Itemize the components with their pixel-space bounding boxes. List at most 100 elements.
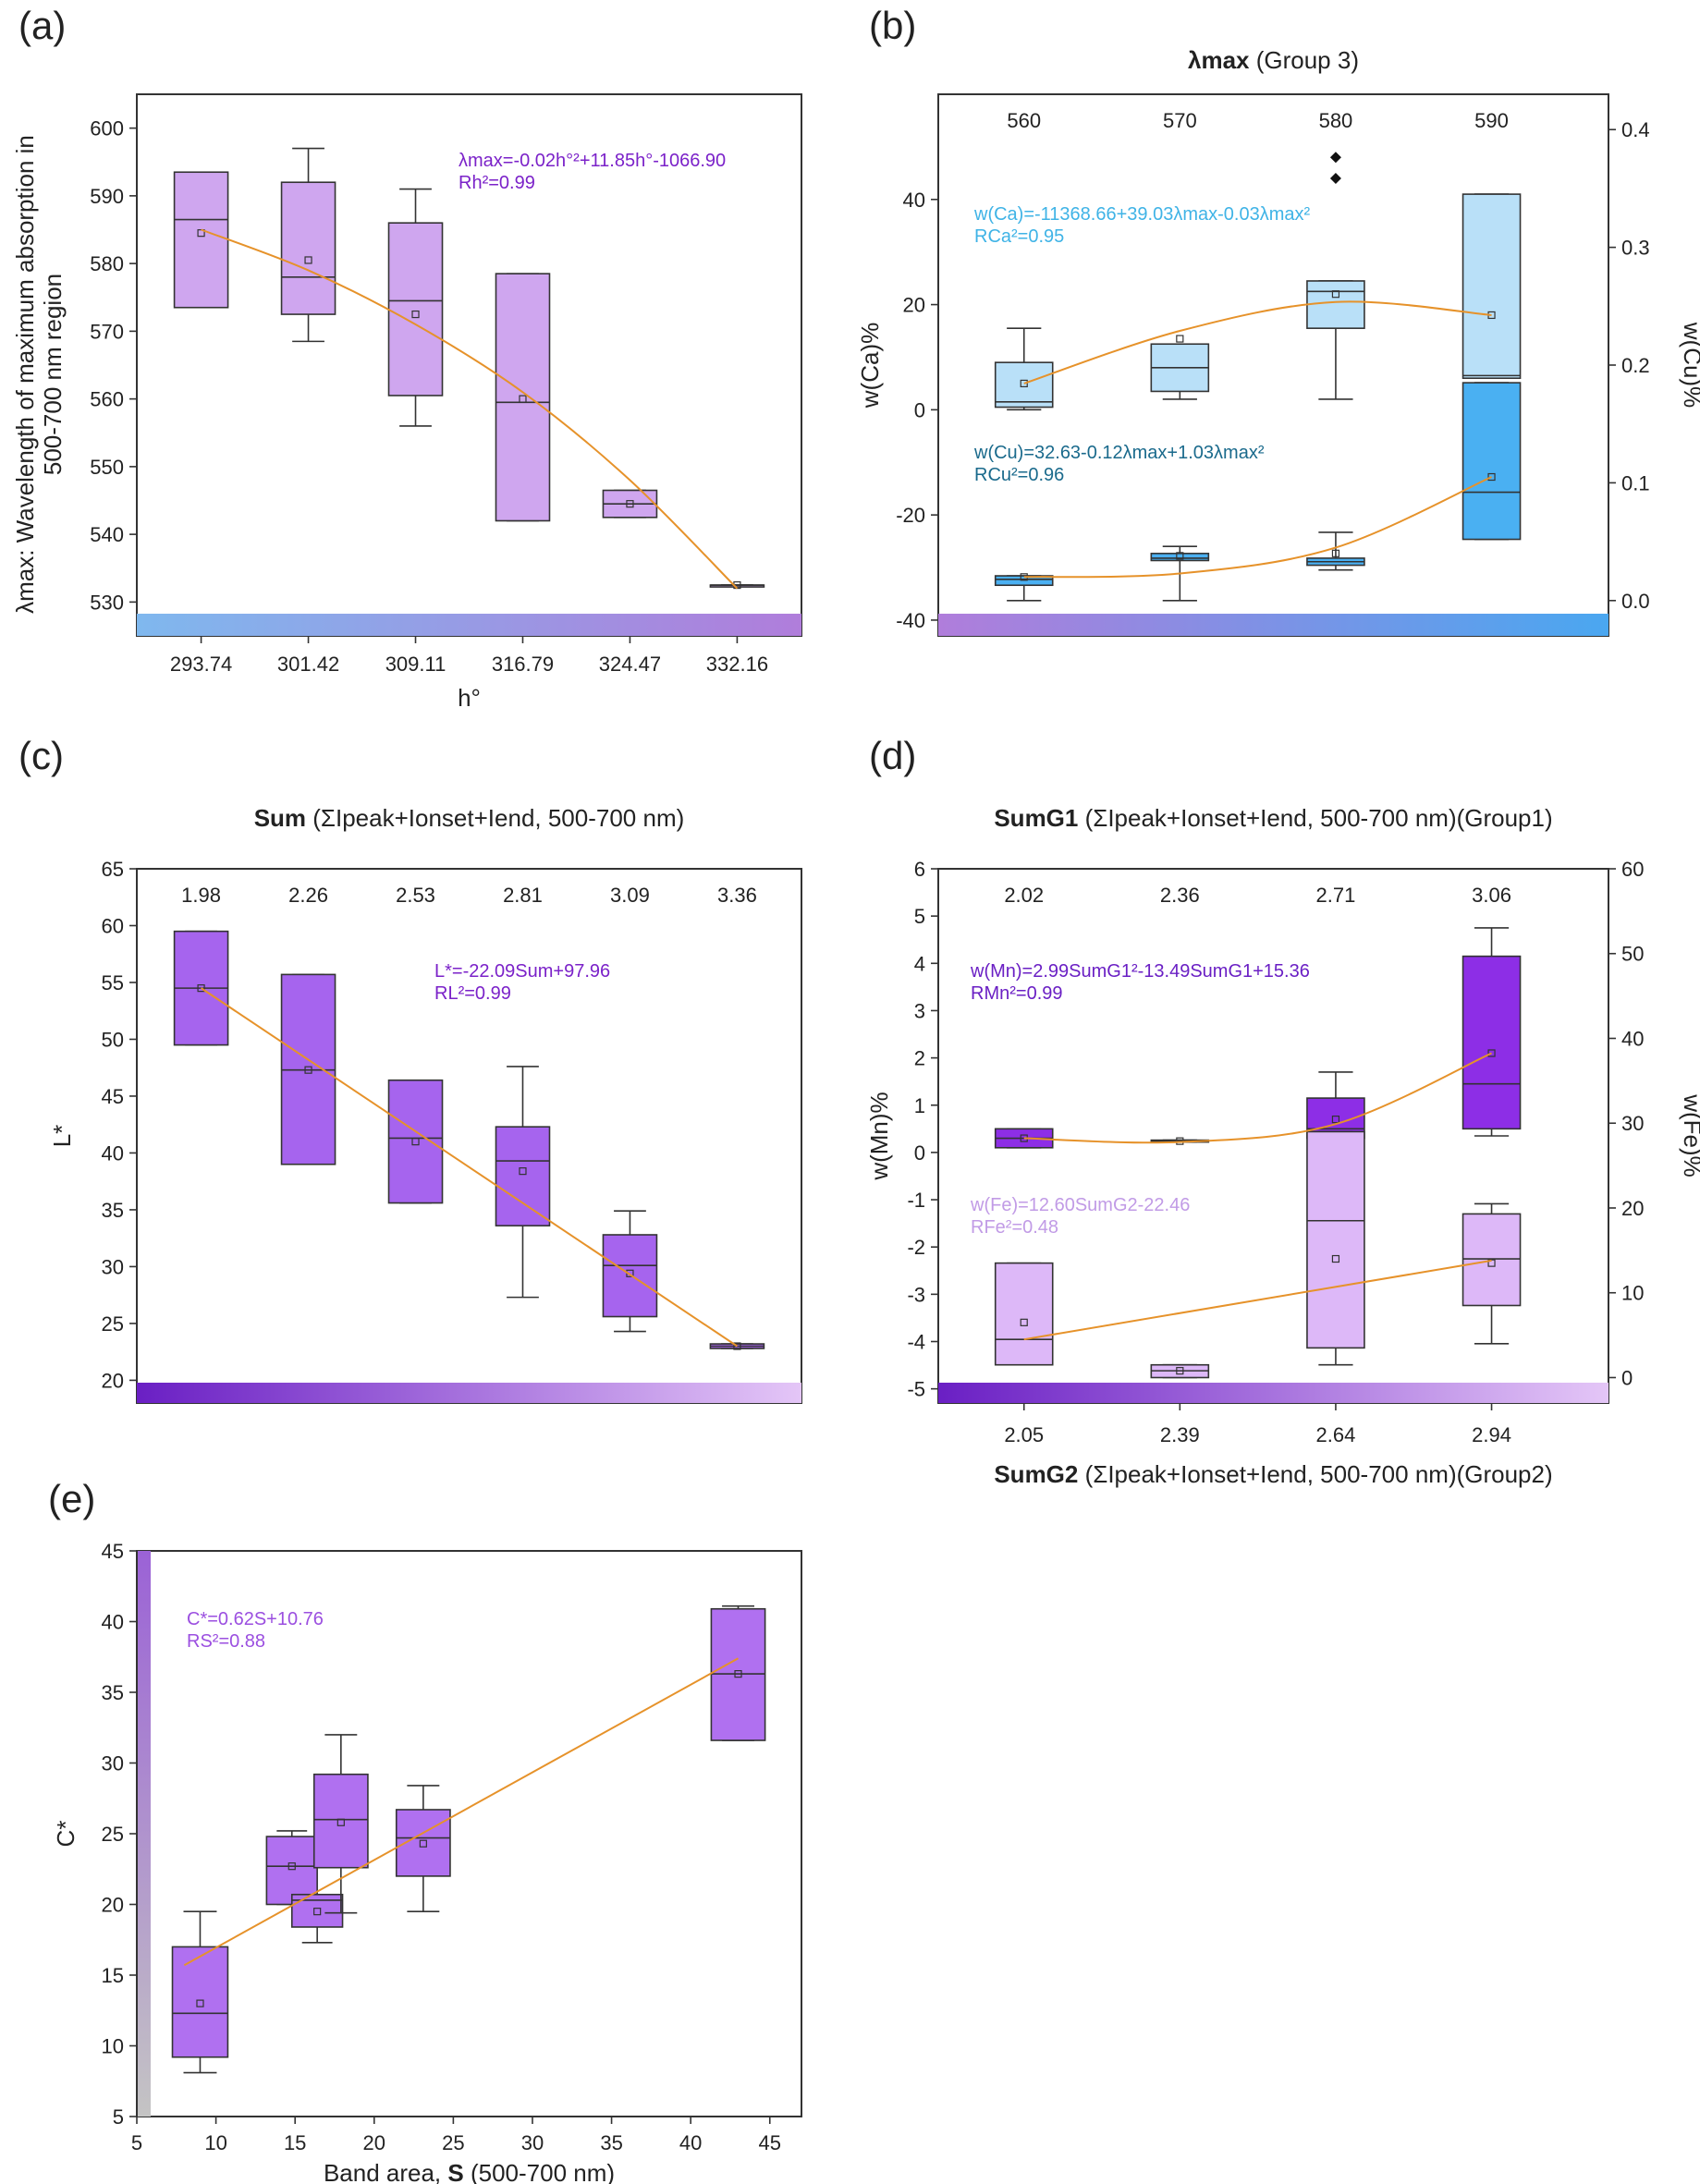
y2-tick-label: 0.4 [1621, 118, 1650, 141]
box-mean [1176, 1367, 1184, 1375]
box-e-5 [710, 1604, 766, 1741]
box-mean [734, 1670, 742, 1678]
y-tick-label: 40 [102, 1141, 124, 1165]
top-title-d: SumG1 (ΣIpeak+Ionset+Iend, 500-700 nm)(G… [994, 804, 1552, 832]
box-mean [411, 310, 420, 319]
y-tick-label: 6 [914, 858, 925, 881]
y-tick-label: 20 [903, 294, 925, 317]
y2-tick-label: 50 [1621, 943, 1644, 966]
box-b-cu-1 [1150, 545, 1210, 602]
y2-tick-label: 0.1 [1621, 471, 1650, 494]
y-axis-label-d: w(Mn)% [865, 1092, 893, 1180]
box-iqr [602, 1234, 658, 1318]
fit-curve-d-mn [1023, 1052, 1492, 1144]
box-iqr [290, 1893, 344, 1928]
box-iqr [171, 1946, 229, 2058]
y-tick-label: 5 [113, 2105, 124, 2129]
y-axis-label-a: λmax: Wavelength of maximum absorption i… [11, 135, 67, 614]
box-mean [304, 256, 312, 264]
y-tick-label: 15 [102, 1964, 124, 1987]
axis-label-line: C* [52, 1821, 79, 1848]
box-d-mn-3 [1462, 927, 1522, 1137]
y-tick-label: -5 [907, 1378, 925, 1401]
box-c-1 [280, 973, 336, 1165]
box-mean [304, 1066, 312, 1074]
panel-label-c: (c) [18, 734, 64, 777]
box-b-ca-0 [994, 327, 1054, 411]
axis-label-line: 500-700 nm region [39, 274, 67, 475]
y2-tick-label: 60 [1621, 858, 1644, 881]
y2-tick-label: 20 [1621, 1197, 1644, 1220]
y-tick-label: 35 [102, 1681, 124, 1704]
box-c-4 [602, 1210, 658, 1333]
equation-line: RL²=0.99 [434, 983, 511, 1004]
y-tick-label: -4 [907, 1331, 925, 1354]
top-title-b: λmax (Group 3) [1188, 46, 1359, 74]
x-bottom-tick-label: 2.05 [1004, 1423, 1044, 1446]
colorbar-a [137, 614, 801, 636]
box-a-0 [173, 171, 229, 309]
box-mean [1331, 1115, 1340, 1124]
top-title-c: Sum (ΣIpeak+Ionset+Iend, 500-700 nm) [254, 804, 685, 832]
panel-label-d: (d) [869, 734, 916, 777]
outlier-point [1329, 173, 1341, 185]
y-axis-label-e: C* [52, 1821, 79, 1848]
y-tick-label: 20 [102, 1894, 124, 1917]
colorbar-d [938, 1383, 1608, 1403]
x-tick-label: 301.42 [277, 653, 339, 676]
y-tick-label: 45 [102, 1085, 124, 1108]
y-tick-label: 55 [102, 971, 124, 994]
equation-line: RCu²=0.96 [974, 465, 1064, 485]
x-top-tick-label: 580 [1319, 109, 1353, 132]
x-tick-label: 293.74 [170, 653, 232, 676]
x-tick-label: 40 [679, 2131, 702, 2154]
fit-curve-c [201, 987, 738, 1348]
box-b-cu-3 [1462, 382, 1522, 541]
box-iqr [994, 361, 1054, 409]
bottom-title-d: SumG2 (ΣIpeak+Ionset+Iend, 500-700 nm)(G… [994, 1460, 1552, 1488]
fit-curve-b-ca [1023, 300, 1492, 384]
x-tick-label: 35 [600, 2131, 622, 2154]
x-tick-label: 309.11 [385, 653, 446, 676]
y2-axis-label-b: w(Cu)% [1679, 322, 1700, 408]
box-iqr [495, 1126, 551, 1226]
y-tick-label: 45 [102, 1540, 124, 1563]
x-tick-label: 20 [363, 2131, 385, 2154]
x-top-tick-label: 2.81 [503, 884, 543, 907]
x-top-tick-label: 2.36 [1160, 884, 1200, 907]
box-mean [196, 1999, 204, 2007]
equation-line: RS²=0.88 [187, 1631, 265, 1652]
x-tick-label: 324.47 [599, 653, 661, 676]
box-a-3 [495, 273, 551, 522]
y-tick-label: 5 [914, 905, 925, 928]
y2-tick-label: 0.3 [1621, 237, 1650, 260]
title-part: (ΣIpeak+Ionset+Iend, 500-700 nm) [306, 804, 684, 832]
y-tick-label: 0 [914, 398, 925, 421]
y-axis-label-c: L* [48, 1125, 76, 1148]
box-mean [733, 1342, 741, 1350]
equation-b-ca: w(Ca)=-11368.66+39.03λmax-0.03λmax²RCa²=… [973, 204, 1310, 247]
box-iqr [1150, 553, 1210, 562]
title-part: S [447, 2159, 463, 2184]
y-tick-label: 2 [914, 1047, 925, 1070]
y-tick-label: 540 [90, 523, 124, 546]
y-tick-label: 1 [914, 1094, 925, 1117]
equation-line: Rh²=0.99 [459, 173, 535, 193]
axis-label-line: L* [48, 1125, 76, 1148]
y-tick-label: -3 [907, 1283, 925, 1306]
x-top-tick-label: 560 [1007, 109, 1041, 132]
box-mean [419, 1839, 427, 1848]
fit-curve-d-fe [1023, 1259, 1492, 1341]
box-b-ca-1 [1150, 335, 1210, 400]
box-mean [1176, 335, 1184, 343]
axis-label-line: w(Ca)% [856, 323, 884, 409]
box-mean [313, 1908, 322, 1916]
y-tick-label: -40 [896, 609, 925, 632]
x-top-tick-label: 590 [1474, 109, 1509, 132]
y-tick-label: -1 [907, 1189, 925, 1212]
box-b-ca-3 [1462, 193, 1522, 380]
equation-line: w(Ca)=-11368.66+39.03λmax-0.03λmax² [973, 204, 1310, 225]
x-axis-label-e: Band area, S (500-700 nm) [324, 2159, 615, 2184]
